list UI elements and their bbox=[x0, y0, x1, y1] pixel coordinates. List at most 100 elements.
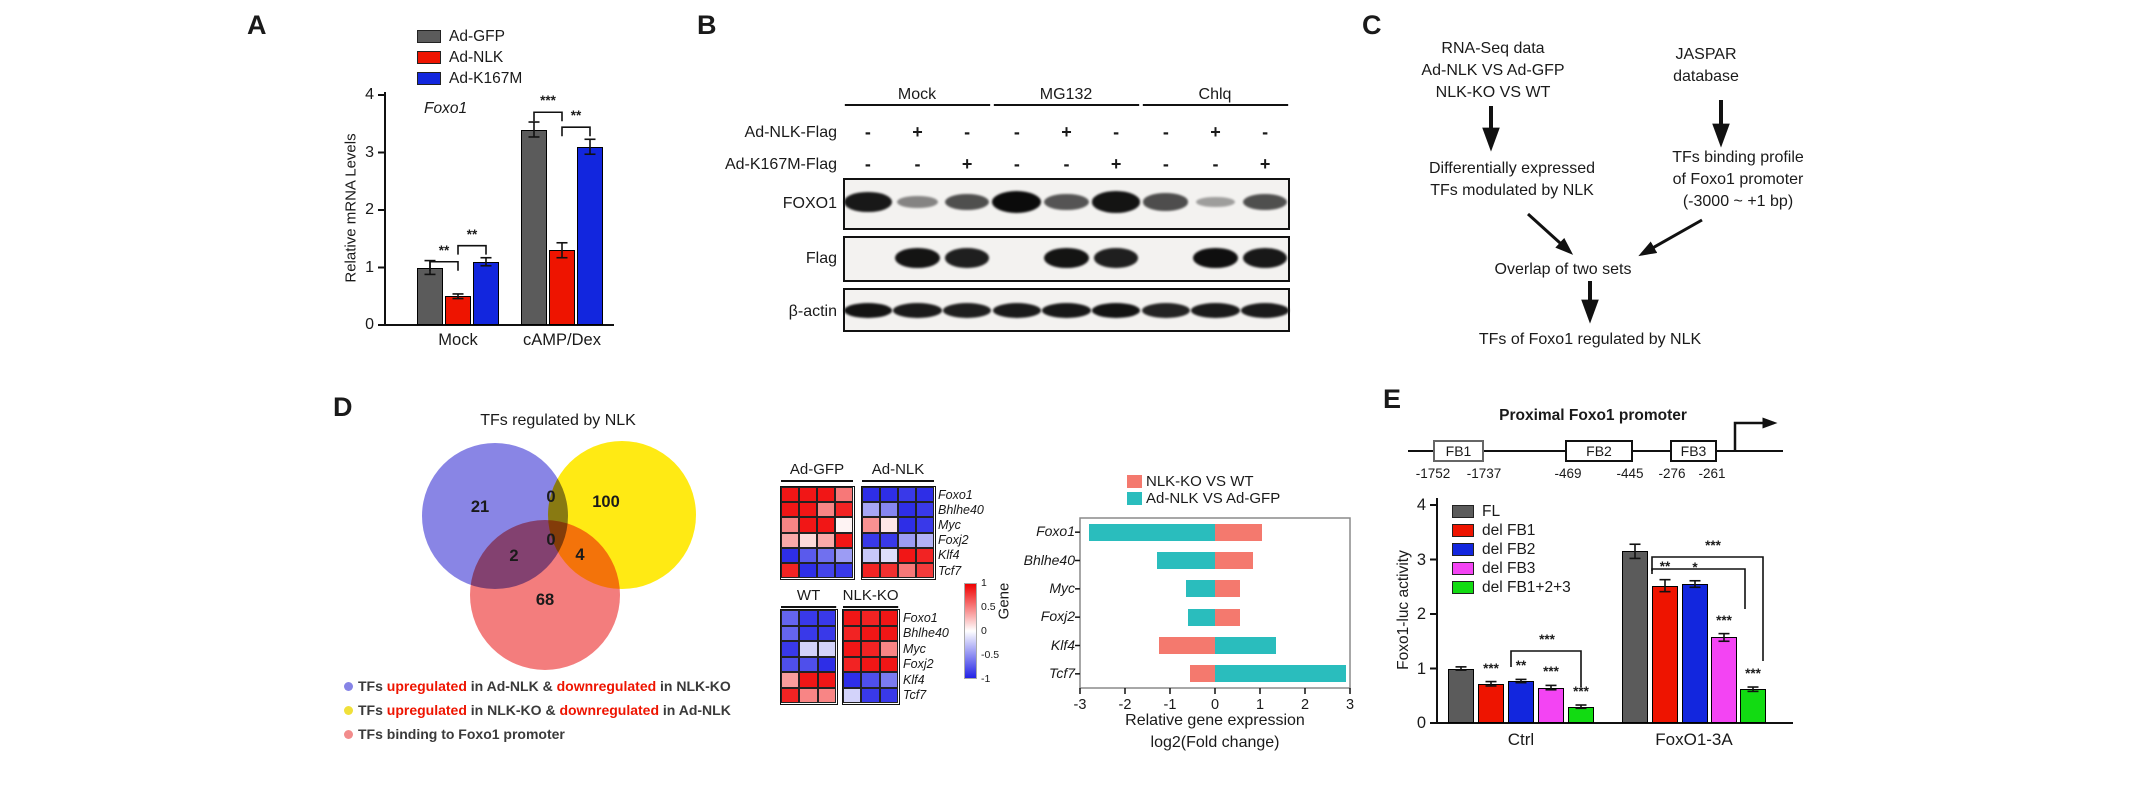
x-category-label: cAMP/Dex bbox=[523, 331, 601, 349]
heatmap-cell bbox=[817, 517, 835, 533]
flow-arrow-diag-right bbox=[1638, 218, 1703, 257]
blot-label-beta-actin: β-actin bbox=[788, 303, 837, 320]
panel-d-label: D bbox=[333, 392, 353, 422]
plot-frame bbox=[1079, 517, 1351, 689]
heatmap-gene-label: Bhlhe40 bbox=[938, 502, 984, 517]
venn-count-blue-only: 21 bbox=[470, 498, 490, 516]
bar-Ad-K167M-cAMP/Dex bbox=[577, 146, 603, 325]
flow-rnaseq-line2: Ad-NLK VS Ad-GFP bbox=[1421, 62, 1565, 79]
sig-stars: *** bbox=[1539, 632, 1555, 647]
heatmap-cell bbox=[781, 656, 800, 672]
promoter-box-fb1: FB1 bbox=[1433, 440, 1484, 462]
heatmap-cell bbox=[835, 502, 853, 518]
colorbar-tick-label: 1 bbox=[981, 577, 987, 589]
venn-title: TFs regulated by NLK bbox=[480, 412, 636, 429]
promoter-coord-fb2-end: -445 bbox=[1616, 466, 1644, 481]
promoter-title: Proximal Foxo1 promoter bbox=[1499, 407, 1687, 424]
heatmap-cell bbox=[879, 672, 899, 688]
heatmap-frame bbox=[779, 485, 855, 580]
colorbar-tick-label: 0 bbox=[981, 625, 987, 637]
gene-tick-label: Foxj2 bbox=[1040, 608, 1075, 625]
blot-band bbox=[945, 248, 989, 268]
blot-label-foxo1: FOXO1 bbox=[782, 195, 837, 212]
y-tick-label: 0 bbox=[365, 316, 374, 333]
venn-legend-segment: in NLK-KO & bbox=[466, 702, 560, 718]
heatmap-cell bbox=[898, 517, 916, 533]
hbar-Ad-NLK VS Ad-GFP-Bhlhe40 bbox=[1156, 552, 1215, 569]
blot-band bbox=[944, 193, 990, 211]
colorbar-tick-label: 0.5 bbox=[981, 601, 996, 613]
lane-sign: + bbox=[961, 154, 973, 174]
sig-stars: ** bbox=[466, 226, 478, 242]
promoter-coord-fb3-end: -261 bbox=[1698, 466, 1726, 481]
y-tick-label: 1 bbox=[1416, 659, 1426, 678]
heatmap-gene-label: Foxj2 bbox=[903, 657, 934, 672]
heatmap-cell bbox=[781, 517, 799, 533]
heatmap-cell bbox=[799, 502, 817, 518]
heatmap-gene-label: Foxo1 bbox=[903, 610, 938, 625]
heatmap-cell bbox=[880, 547, 898, 563]
hbar-Ad-NLK VS Ad-GFP-Klf4 bbox=[1215, 637, 1276, 654]
bar-del FB1-Ctrl bbox=[1478, 683, 1504, 723]
heatmap-cell bbox=[862, 502, 880, 518]
blot-band bbox=[1091, 191, 1141, 213]
y-tick-label: 4 bbox=[365, 86, 374, 103]
blot-band bbox=[1042, 302, 1091, 318]
blot-band bbox=[843, 302, 893, 318]
heatmap-cell bbox=[781, 532, 799, 548]
lane-sign: - bbox=[964, 122, 971, 142]
heatmap-cell bbox=[817, 672, 837, 688]
lane-sign: + bbox=[1110, 154, 1122, 174]
bar-del FB1+2+3-FoxO1-3A bbox=[1740, 689, 1766, 723]
sig-stars: *** bbox=[540, 93, 556, 109]
venn-legend-segment: in Ad-NLK & bbox=[466, 678, 557, 694]
venn-count-center: 0 bbox=[546, 531, 556, 549]
panel-e-y-axis-label: Foxo1-luc activity bbox=[1395, 550, 1413, 670]
heatmap-group-header: NLK-KO bbox=[842, 587, 899, 604]
heatmap-gene-label: Myc bbox=[903, 641, 926, 656]
heatmap-cell bbox=[781, 641, 800, 657]
blot-band bbox=[1091, 302, 1141, 318]
heatmap-cell bbox=[880, 563, 898, 579]
blot-band bbox=[943, 302, 992, 318]
flow-overlap-label: Overlap of two sets bbox=[1494, 261, 1632, 278]
gene-tick-label: Myc bbox=[1049, 579, 1075, 596]
venn-legend-segment: in Ad-NLK bbox=[659, 702, 731, 718]
x-tick-label: -3 bbox=[1073, 697, 1087, 713]
promoter-coord-fb1-start: -1752 bbox=[1415, 466, 1451, 481]
promoter-coord-fb2-start: -469 bbox=[1554, 466, 1582, 481]
panel-a-plot-title: Foxo1 bbox=[424, 100, 468, 117]
legend-swatch-del FB2 bbox=[1452, 543, 1474, 556]
heatmap-cell bbox=[843, 656, 862, 672]
heatmap-cell bbox=[799, 656, 818, 672]
legend-swatch-del FB1 bbox=[1452, 524, 1474, 537]
heatmap-cell bbox=[835, 487, 853, 503]
heatmap-cell bbox=[862, 517, 880, 533]
y-tick-label: 4 bbox=[1416, 496, 1426, 514]
heatmap-cell bbox=[861, 625, 880, 641]
legend-label: Ad-K167M bbox=[449, 70, 523, 87]
venn-legend-segment: downregulated bbox=[556, 678, 657, 694]
flow-diff-tfs-line2: TFs modulated by NLK bbox=[1430, 182, 1594, 199]
venn-circle-red bbox=[470, 520, 620, 670]
sig-stars: * bbox=[1692, 559, 1698, 575]
flow-binding-line1: TFs binding profile bbox=[1672, 149, 1804, 166]
heatmap-cell bbox=[817, 547, 835, 563]
venn-count-yellow-red: 4 bbox=[575, 546, 585, 564]
legend-label: Ad-NLK bbox=[449, 49, 504, 66]
hbar-Ad-NLK VS Ad-GFP-Tcf7 bbox=[1215, 665, 1346, 683]
venn-legend-segment: TFs binding to Foxo1 promoter bbox=[358, 726, 565, 742]
promoter-coord-fb3-start: -276 bbox=[1658, 466, 1686, 481]
blot-band bbox=[1142, 302, 1190, 318]
heatmap-cell bbox=[799, 672, 818, 688]
sig-bracket bbox=[561, 126, 591, 137]
flow-jaspar-line2: database bbox=[1673, 68, 1739, 85]
venn-legend-segment: upregulated bbox=[386, 702, 467, 718]
heatmap-cell bbox=[799, 563, 817, 579]
promoter-box-fb2: FB2 bbox=[1565, 440, 1633, 462]
heatmap-cell bbox=[861, 641, 880, 657]
y-tick-label: 2 bbox=[1416, 605, 1426, 623]
heatmap-cell bbox=[781, 687, 800, 703]
legend-swatch-Ad-NLK VS Ad-GFP bbox=[1127, 492, 1142, 505]
heatmap-cell bbox=[916, 532, 934, 548]
